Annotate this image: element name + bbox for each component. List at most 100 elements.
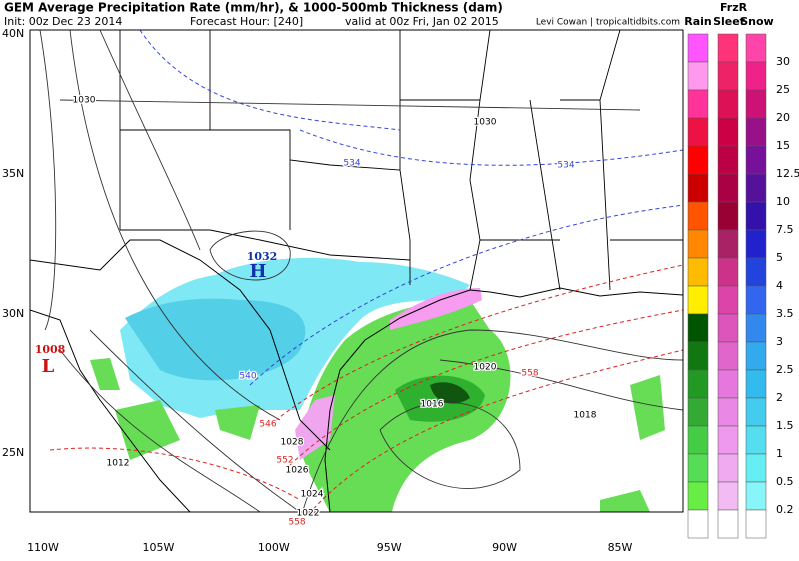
legend-swatch [717, 453, 739, 483]
legend-swatch [687, 509, 709, 539]
isobars [39, 30, 683, 512]
legend-value: 12.5 [776, 167, 799, 180]
pressure-label: 1030 [474, 118, 497, 128]
legend-swatch [717, 173, 739, 203]
legend-value: 2 [776, 391, 783, 404]
legend-value: 5 [776, 251, 783, 264]
lat-label: 25N [2, 446, 24, 459]
pressure-label: 1012 [107, 459, 130, 469]
thickness-label: 534 [557, 161, 574, 171]
legend-swatch [687, 425, 709, 455]
legend-frzr: FrzR [720, 1, 748, 14]
thickness-label: 534 [343, 159, 360, 169]
pressure-label: 1030 [73, 96, 96, 106]
coastline [30, 309, 191, 512]
thickness-label: 552 [276, 456, 293, 466]
legend-swatch [717, 61, 739, 91]
legend-value: 0.2 [776, 503, 794, 516]
rain-area [430, 382, 470, 404]
legend-swatch [745, 201, 767, 231]
legend-swatch [717, 369, 739, 399]
pressure-label: 1016 [421, 400, 444, 410]
lat-label: 30N [2, 307, 24, 320]
legend-value: 7.5 [776, 223, 794, 236]
pressure-label: 1026 [286, 466, 309, 476]
legend-swatch [745, 369, 767, 399]
credit: Levi Cowan | tropicaltidbits.com [536, 18, 680, 28]
legend-value: 15 [776, 139, 790, 152]
thickness-cold [139, 30, 683, 386]
legend-swatch [745, 229, 767, 259]
legend-swatch [745, 425, 767, 455]
legend-swatch [745, 313, 767, 343]
legend-swatch [717, 509, 739, 539]
legend-swatch [717, 313, 739, 343]
legend-swatch [687, 369, 709, 399]
lon-label: 110W [27, 541, 59, 554]
coastline [324, 287, 683, 512]
legend-swatch [745, 509, 767, 539]
legend-swatch [687, 145, 709, 175]
lon-label: 105W [142, 541, 174, 554]
legend-value: 20 [776, 111, 790, 124]
lon-label: 100W [258, 541, 290, 554]
legend-swatch [745, 257, 767, 287]
legend-value: 2.5 [776, 363, 794, 376]
init: Init: 00z Dec 23 2014 [4, 15, 122, 28]
legend-swatch [717, 33, 739, 63]
pressure-center: 1008 [35, 343, 66, 356]
legend-header: Sleet [713, 15, 745, 28]
legend-swatch [687, 173, 709, 203]
lon-label: 90W [492, 541, 517, 554]
lat-label: 35N [2, 167, 24, 180]
valid: valid at 00z Fri, Jan 02 2015 [345, 15, 499, 28]
legend-swatch [717, 89, 739, 119]
legend-swatch [687, 285, 709, 315]
legend-swatch [687, 201, 709, 231]
legend-swatch [745, 453, 767, 483]
legend-swatch [717, 397, 739, 427]
legend-swatch [687, 257, 709, 287]
thickness-label: 558 [288, 518, 305, 528]
thickness-label: 558 [521, 369, 538, 379]
lat-label: 40N [2, 27, 24, 40]
pressure-center: 1032 [247, 250, 278, 263]
legend-swatch [745, 33, 767, 63]
legend-swatch [717, 425, 739, 455]
legend-value: 25 [776, 83, 790, 96]
legend-value: 3.5 [776, 307, 794, 320]
legend-swatch [717, 341, 739, 371]
pressure-label: 1022 [297, 509, 320, 519]
title: GEM Average Precipitation Rate (mm/hr), … [4, 1, 503, 15]
legend-swatch [745, 61, 767, 91]
pressure-center: H [249, 261, 266, 282]
legend-swatch [745, 397, 767, 427]
legend-swatch [745, 173, 767, 203]
legend-swatch [687, 89, 709, 119]
legend-value: 1.5 [776, 419, 794, 432]
legend-swatch [745, 89, 767, 119]
thickness-label: 540 [239, 372, 256, 382]
legend-value: 1 [776, 447, 783, 460]
legend-swatch [687, 229, 709, 259]
legend-swatch [717, 117, 739, 147]
legend-value: 4 [776, 279, 783, 292]
legend-swatch [687, 33, 709, 63]
legend-swatch [717, 201, 739, 231]
pressure-label: 1018 [574, 411, 597, 421]
border [30, 239, 331, 451]
legend-value: 0.5 [776, 475, 794, 488]
legend-swatch [717, 145, 739, 175]
legend-swatch [687, 453, 709, 483]
legend-swatch [745, 285, 767, 315]
forecast-hour: Forecast Hour: [240] [190, 15, 303, 28]
lon-label: 85W [608, 541, 633, 554]
legend-swatch [745, 117, 767, 147]
mixed-area [390, 288, 482, 330]
snow-area [125, 298, 306, 381]
legend-swatch [687, 341, 709, 371]
map-frame [29, 29, 684, 513]
legend-swatch [717, 257, 739, 287]
